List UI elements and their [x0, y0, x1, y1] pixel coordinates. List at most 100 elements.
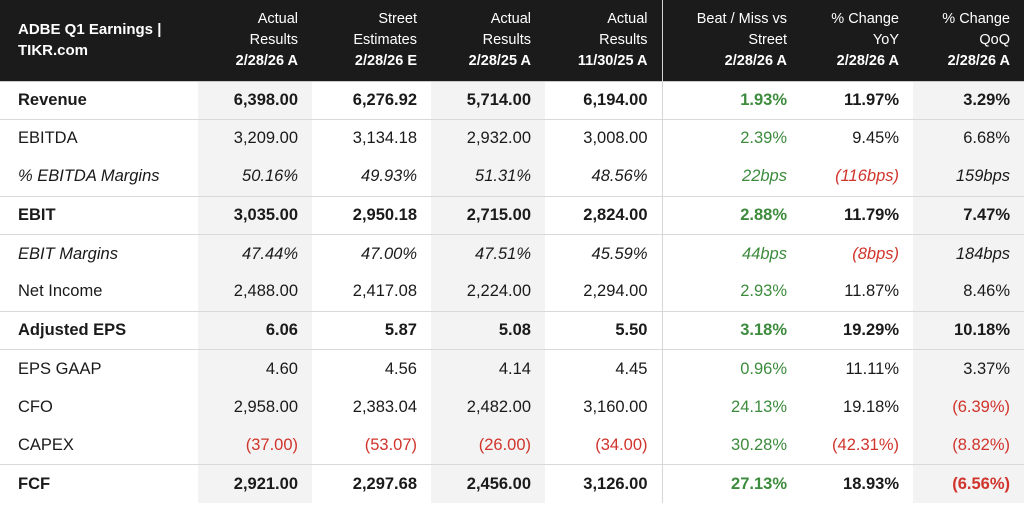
row-label: Net Income	[18, 282, 103, 301]
table-row: % EBITDA Margins 50.16% 49.93% 51.31% 48.56%…	[0, 157, 1024, 197]
table-cell: 4.14	[431, 349, 545, 389]
table-cell: 11.11%	[801, 349, 913, 389]
table-body: Revenue 6,398.00 6,276.92 5,714.00 6,194.00 1…	[0, 80, 1024, 504]
row-label: Adjusted EPS	[0, 310, 198, 350]
table-cell: 2,824.00	[545, 195, 662, 235]
table-cell: 3.29%	[913, 80, 1024, 120]
table-row: CAPEX (37.00) (53.07) (26.00) (34.00) 30.28% (…	[0, 426, 1024, 465]
table-cell: 9.45%	[801, 118, 913, 158]
column-header: % Change QoQ 2/28/26 A	[913, 0, 1024, 81]
table-cell: 47.51%	[431, 234, 545, 273]
table-cell: 5.50	[545, 310, 662, 350]
column-header: % Change YoY 2/28/26 A	[801, 0, 913, 81]
table-cell: 45.59%	[545, 234, 662, 273]
table-row: CFO 2,958.00 2,383.04 2,482.00 3,160.00 24.13…	[0, 388, 1024, 427]
table-cell: 22bps	[661, 157, 801, 197]
column-header-date: 2/28/26 E	[354, 52, 417, 69]
table-cell: 19.29%	[801, 310, 913, 350]
table-cell: 2,932.00	[431, 118, 545, 158]
header-row: ADBE Q1 Earnings | TIKR.com Actual Results…	[0, 0, 1024, 81]
table-cell: 3,209.00	[198, 118, 312, 158]
table-cell: 47.00%	[312, 234, 431, 273]
column-header-line1: Actual	[607, 10, 648, 27]
column-header-line1: % Change	[831, 10, 899, 27]
table-cell: (8bps)	[801, 234, 913, 273]
column-header-date: 2/28/26 A	[724, 52, 787, 69]
table-row: Revenue 6,398.00 6,276.92 5,714.00 6,194.00 1…	[0, 80, 1024, 120]
table-cell: 3,134.18	[312, 118, 431, 158]
column-header-line1: Actual	[490, 10, 531, 27]
table-cell: 5.08	[431, 310, 545, 350]
table-cell: 2,482.00	[431, 388, 545, 427]
table-cell: 18.93%	[801, 464, 913, 504]
column-header-date: 2/28/25 A	[468, 52, 531, 69]
table-cell: 1.93%	[661, 80, 801, 120]
column-header-line2: Results	[249, 31, 298, 48]
column-header-line2: Results	[599, 31, 648, 48]
table-row: Net Income 2,488.00 2,417.08 2,224.00 2,294.…	[0, 272, 1024, 312]
table-cell: 2,456.00	[431, 464, 545, 504]
row-label: EBIT	[0, 195, 198, 235]
table-cell: 11.97%	[801, 80, 913, 120]
table-title: ADBE Q1 Earnings | TIKR.com	[18, 21, 162, 60]
table-cell: (116bps)	[835, 167, 899, 186]
table-cell: (42.31%)	[832, 435, 899, 454]
table-cell: 4.60	[198, 349, 312, 389]
row-label: % EBITDA Margins	[18, 167, 160, 186]
table-cell: 2,297.68	[312, 464, 431, 504]
table-cell: 2,921.00	[198, 464, 312, 504]
table-cell: 44bps	[661, 234, 801, 273]
column-header: Actual Results 2/28/26 A	[198, 0, 312, 81]
table-cell: 6,194.00	[545, 80, 662, 120]
table-cell: 6.06	[198, 310, 312, 350]
table-cell: 2,950.18	[312, 195, 431, 235]
table-cell: (37.00)	[198, 426, 312, 465]
column-header-line1: % Change	[942, 10, 1010, 27]
column-header-line2: YoY	[872, 31, 899, 48]
table-cell: 3,160.00	[583, 397, 648, 416]
table-cell: 8.46%	[913, 272, 1024, 312]
row-label: EBITDA	[0, 118, 198, 158]
table-cell: 48.56%	[591, 167, 648, 186]
row-label: CAPEX	[18, 435, 74, 454]
table-cell: 30.28%	[661, 426, 801, 465]
table-row: EPS GAAP 4.60 4.56 4.14 4.45 0.96% 11.11% 3.37%	[0, 349, 1024, 389]
column-header-date: 11/30/25 A	[577, 52, 648, 69]
column-header-line2: QoQ	[979, 31, 1010, 48]
column-header: Actual Results 2/28/25 A	[431, 0, 545, 81]
table-cell: 5,714.00	[431, 80, 545, 120]
column-header-date: 2/28/26 A	[235, 52, 298, 69]
table-cell: 3,126.00	[545, 464, 662, 504]
table-cell: 11.79%	[801, 195, 913, 235]
table-cell: 6,398.00	[198, 80, 312, 120]
table-cell: 3,008.00	[545, 118, 662, 158]
table-cell: 7.47%	[913, 195, 1024, 235]
table-cell: 3.37%	[913, 349, 1024, 389]
column-header: Beat / Miss vs Street 2/28/26 A	[661, 0, 801, 81]
table-cell: (6.56%)	[913, 464, 1024, 504]
table-cell: 4.45	[545, 349, 662, 389]
table-cell: 2.39%	[661, 118, 801, 158]
column-header-line2: Results	[482, 31, 531, 48]
table-header: ADBE Q1 Earnings | TIKR.com Actual Results…	[0, 0, 1024, 81]
table-cell: 4.56	[312, 349, 431, 389]
table-cell: 0.96%	[661, 349, 801, 389]
table-cell: 2,958.00	[198, 388, 312, 427]
column-header-date: 2/28/26 A	[947, 52, 1010, 69]
table-cell: 184bps	[913, 234, 1024, 273]
table-cell: (53.07)	[364, 435, 417, 454]
row-label: CFO	[18, 397, 53, 416]
table-row: FCF 2,921.00 2,297.68 2,456.00 3,126.00 27.13…	[0, 464, 1024, 504]
column-header-line2: Estimates	[353, 31, 417, 48]
table-cell: 2.88%	[661, 195, 801, 235]
table-cell: 2,715.00	[431, 195, 545, 235]
table-cell: 49.93%	[361, 167, 417, 186]
row-label: EPS GAAP	[0, 349, 198, 389]
column-header-line2: Street	[748, 31, 787, 48]
table-cell: 51.31%	[431, 157, 545, 197]
table-cell: 2,488.00	[198, 272, 312, 312]
column-header: Street Estimates 2/28/26 E	[312, 0, 431, 81]
table-cell: 2,294.00	[583, 282, 648, 301]
row-label: EBIT Margins	[0, 234, 198, 273]
